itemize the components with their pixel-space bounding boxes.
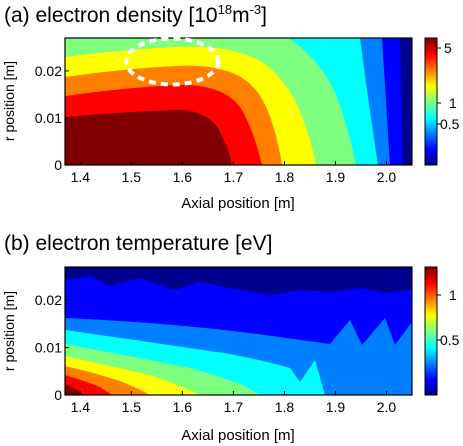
panel-a-dashed-ellipse <box>124 36 221 87</box>
panel-a-xtick-label: 1.7 <box>224 169 244 185</box>
panel-a-xtick-label: 1.8 <box>275 169 295 185</box>
panel-b-contours <box>65 267 412 395</box>
contour-b-darkred <box>65 384 84 395</box>
panel-b-xtick-label: 1.9 <box>326 399 346 415</box>
panel-b-plot: 1.4 1.5 1.6 1.7 1.8 1.9 2.0 0 0.01 0.02 Axial po… <box>1 266 460 444</box>
panel-b-xtick-label: 2.0 <box>377 399 397 415</box>
panel-b-xtick-label: 1.7 <box>224 399 244 415</box>
panel-a-frame <box>64 37 413 166</box>
panel-b-colorbar-tick-1: 1 <box>449 287 457 303</box>
contour-a-darkred <box>65 109 232 165</box>
panel-a-ytick-label: 0.01 <box>35 110 62 126</box>
panel-b-ytick-label: 0 <box>54 387 62 403</box>
panel-b-xtick-label: 1.6 <box>173 399 193 415</box>
panel-a-contours <box>65 38 412 165</box>
panel-b-colorbar-tick-0.5: 0.5 <box>440 332 460 348</box>
panel-b-xtick-label: 1.4 <box>71 399 91 415</box>
panel-a-x-axis: 1.4 1.5 1.6 1.7 1.8 1.9 2.0 <box>71 161 397 185</box>
panel-a-colorbar <box>424 37 438 166</box>
panel-a-y-axis: 0 0.01 0.02 <box>35 63 69 173</box>
panel-a-colorbar-tick-0.5: 0.5 <box>440 116 460 132</box>
panel-b-ylabel: r position [m] <box>1 291 17 371</box>
panel-b-xtick-label: 1.5 <box>122 399 142 415</box>
panel-b-ytick-label: 0.01 <box>35 340 62 356</box>
panel-a-title: (a) electron density [1018m-3] <box>4 2 267 27</box>
panel-a-ylabel: r position [m] <box>1 61 17 141</box>
panel-b-title: (b) electron temperature [eV] <box>4 232 273 255</box>
panel-a-ytick-label: 0 <box>54 157 62 173</box>
panel-a-colorbar-tick-5: 5 <box>444 40 452 56</box>
panel-a-ytick-label: 0.02 <box>35 63 62 79</box>
panel-b-xlabel: Axial position [m] <box>181 427 294 444</box>
panel-b-x-axis: 1.4 1.5 1.6 1.7 1.8 1.9 2.0 <box>71 391 397 415</box>
panel-b-ytick-label: 0.02 <box>35 292 62 308</box>
panel-a-xtick-label: 1.5 <box>122 169 142 185</box>
panel-b-colorbar <box>424 266 438 396</box>
panel-a-plot: 1.4 1.5 1.6 1.7 1.8 1.9 2.0 0 0.01 0.02 Axial po… <box>1 36 460 212</box>
panel-a-xtick-label: 2.0 <box>377 169 397 185</box>
panel-a-xlabel: Axial position [m] <box>181 195 294 212</box>
panel-b-frame <box>64 266 413 396</box>
panel-a-colorbar-tick-1: 1 <box>449 95 457 111</box>
panel-a-xtick-label: 1.4 <box>71 169 91 185</box>
panel-b-xtick-label: 1.8 <box>275 399 295 415</box>
panel-a-xtick-label: 1.6 <box>173 169 193 185</box>
panel-b-y-axis: 0 0.01 0.02 <box>35 292 69 403</box>
panel-a-xtick-label: 1.9 <box>326 169 346 185</box>
